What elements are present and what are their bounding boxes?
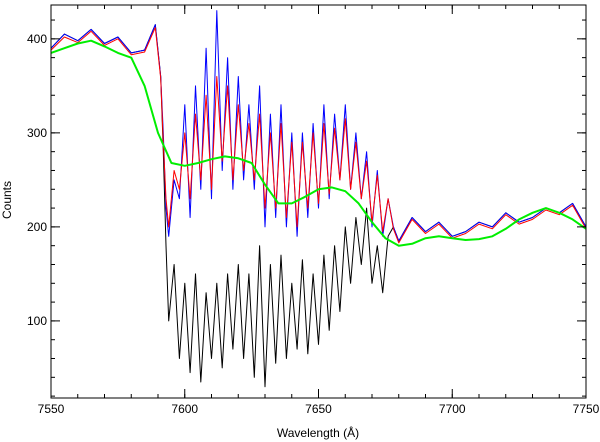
series-line-2 bbox=[51, 10, 586, 242]
y-tick-label: 200 bbox=[27, 220, 47, 234]
y-axis-label: Counts bbox=[0, 181, 14, 219]
x-tick-label: 7550 bbox=[38, 402, 65, 416]
x-tick-label: 7600 bbox=[171, 402, 198, 416]
series-line-4 bbox=[51, 39, 586, 247]
y-tick-label: 100 bbox=[27, 314, 47, 328]
series-layer bbox=[51, 10, 586, 388]
series-line-3 bbox=[51, 27, 586, 244]
x-tick-label: 7650 bbox=[305, 402, 332, 416]
x-tick-labels: 7550 7600 7650 7700 7750 bbox=[38, 402, 600, 416]
tick-marks bbox=[50, 5, 587, 398]
x-tick-label: 7700 bbox=[439, 402, 466, 416]
y-tick-label: 400 bbox=[27, 32, 47, 46]
y-tick-label: 300 bbox=[27, 126, 47, 140]
y-tick-labels: 100 200 300 400 bbox=[27, 32, 47, 328]
x-axis-label: Wavelength (Å) bbox=[277, 425, 359, 440]
x-tick-label: 7750 bbox=[573, 402, 600, 416]
